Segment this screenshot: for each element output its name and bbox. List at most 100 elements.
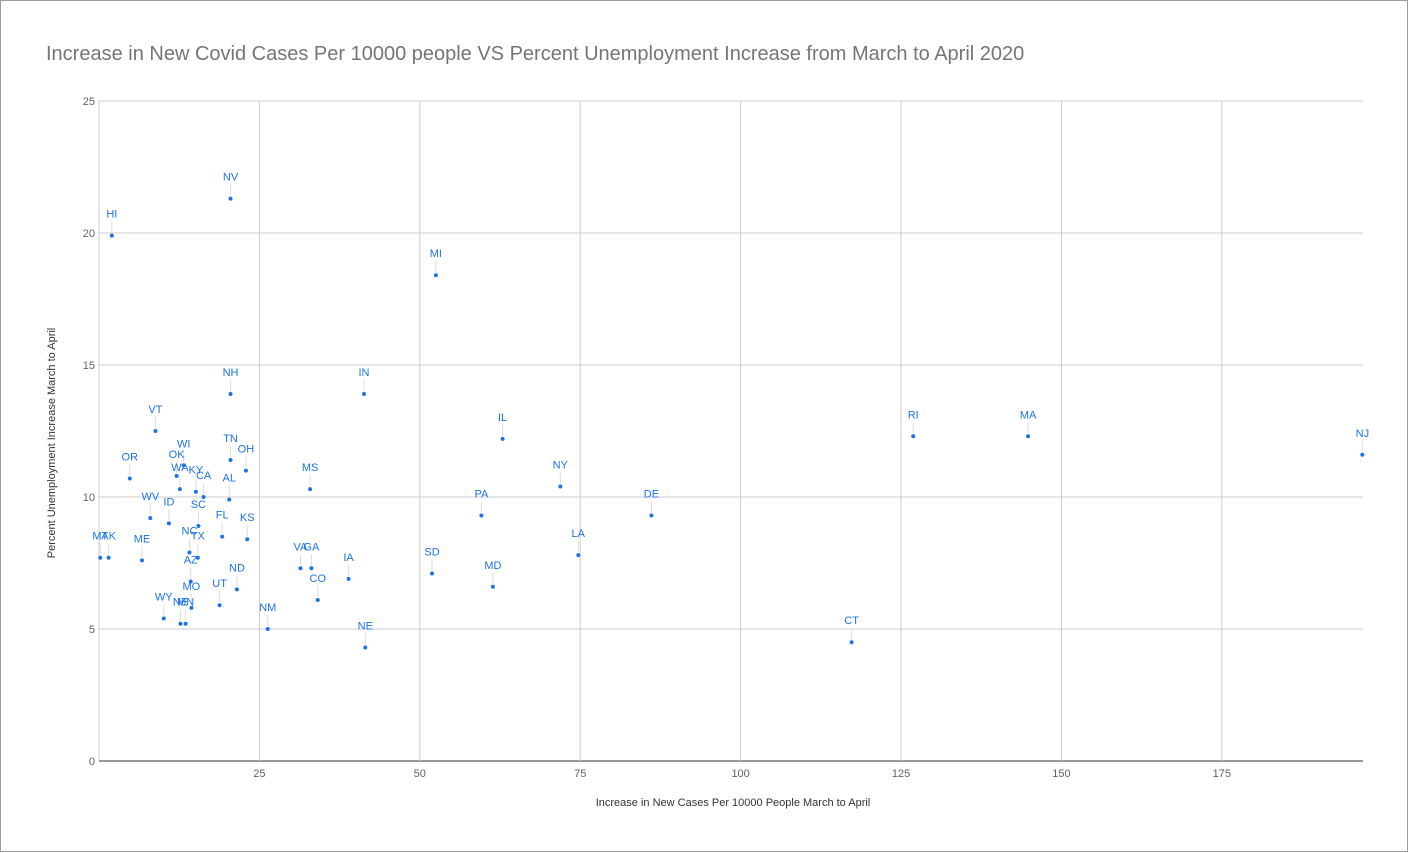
data-label-me: ME	[134, 533, 151, 545]
data-point-vt	[153, 429, 158, 433]
data-label-nc: NC	[182, 525, 198, 537]
data-label-wi: WI	[177, 438, 190, 450]
data-point-ut	[217, 603, 222, 608]
data-point-hi	[109, 233, 114, 238]
data-point-ri	[911, 434, 916, 439]
data-label-mo: MO	[183, 581, 201, 593]
data-label-wv: WV	[141, 491, 159, 503]
data-label-ny: NY	[553, 459, 569, 471]
chart-title: Increase in New Covid Cases Per 10000 pe…	[46, 43, 1025, 65]
data-label-or: OR	[122, 452, 139, 464]
data-label-fl: FL	[216, 510, 229, 522]
data-point-ma	[1026, 434, 1031, 439]
data-label-in: IN	[358, 367, 369, 379]
data-label-ri: RI	[908, 409, 919, 421]
data-point-ky	[193, 489, 198, 494]
data-point-id	[166, 521, 171, 526]
y-tick-label: 20	[83, 228, 95, 240]
data-point-ne	[363, 645, 368, 650]
data-point-md	[490, 584, 495, 589]
data-point-tn	[228, 458, 233, 463]
data-point-ia	[346, 576, 351, 581]
data-point-co	[315, 597, 320, 602]
data-point-wi	[181, 463, 186, 468]
data-label-vt: VT	[148, 404, 162, 416]
y-tick-label: 15	[83, 360, 95, 372]
data-label-va: VA	[294, 541, 309, 553]
tick-labels: 0 5 10 15 20 25 25 50 75 100 125 150 175	[83, 96, 1231, 780]
data-point-il	[500, 436, 505, 441]
data-point-az	[188, 579, 193, 584]
data-label-nh: NH	[223, 367, 239, 379]
data-point-ca	[201, 495, 206, 499]
data-label-mi: MI	[430, 248, 442, 260]
data-label-sc: SC	[191, 499, 206, 511]
data-label-wa: WA	[171, 462, 189, 474]
data-label-ct: CT	[844, 615, 859, 627]
y-tick-label: 5	[89, 624, 95, 636]
data-point-al	[227, 497, 232, 502]
data-label-il: IL	[498, 412, 507, 424]
data-points	[98, 196, 1365, 650]
data-point-mo	[189, 605, 194, 610]
data-label-id: ID	[163, 496, 174, 508]
data-label-tx: TX	[191, 531, 206, 543]
y-tick-label: 25	[83, 96, 95, 108]
data-point-nc	[187, 550, 192, 555]
data-point-wy	[161, 616, 166, 621]
data-point-va	[298, 566, 303, 571]
data-point-me	[139, 558, 144, 563]
data-point-sd	[430, 571, 435, 576]
data-point-nd	[234, 587, 239, 592]
grid-layer	[98, 100, 1363, 762]
data-point-mt	[98, 555, 103, 560]
data-point-tx	[195, 555, 200, 560]
data-label-oh: OH	[238, 444, 255, 456]
x-tick-label: 100	[731, 768, 749, 780]
data-point-la	[576, 553, 581, 558]
data-point-nv	[228, 196, 233, 201]
data-label-ut: UT	[212, 578, 227, 590]
data-point-ms	[308, 487, 313, 492]
x-tick-label: 50	[414, 768, 426, 780]
x-tick-label: 175	[1213, 768, 1231, 780]
data-label-ms: MS	[302, 462, 319, 474]
data-label-hi: HI	[106, 209, 117, 221]
data-point-in	[361, 392, 366, 397]
data-label-tn: TN	[223, 433, 238, 445]
data-point-wa	[177, 487, 182, 492]
data-label-ca: CA	[196, 470, 212, 482]
data-label-nj: NJ	[1356, 428, 1369, 440]
data-point-nj	[1360, 452, 1365, 457]
data-label-ok: OK	[169, 449, 186, 461]
data-label-pa: PA	[474, 488, 489, 500]
data-point-ga	[309, 566, 314, 571]
data-point-mn	[183, 621, 188, 626]
data-label-sd: SD	[424, 547, 439, 559]
x-axis-label: Increase in New Cases Per 10000 People M…	[595, 797, 871, 809]
data-point-nm	[265, 627, 270, 631]
data-label-ky: KY	[189, 465, 204, 477]
data-label-co: CO	[310, 573, 327, 585]
data-label-mn: MN	[177, 597, 194, 609]
data-point-fl	[220, 534, 225, 539]
data-label-ia: IA	[343, 552, 354, 564]
data-label-ak: AK	[101, 531, 116, 543]
data-label-de: DE	[644, 488, 659, 500]
data-point-nh	[228, 392, 233, 397]
data-label-nv: NV	[223, 172, 239, 184]
data-point-de	[649, 513, 654, 518]
x-tick-label: 150	[1052, 768, 1070, 780]
data-point-ne	[178, 621, 183, 626]
x-tick-label: 25	[253, 768, 265, 780]
data-point-ok	[174, 473, 179, 478]
data-label-az: AZ	[184, 554, 198, 566]
data-point-pa	[479, 513, 484, 518]
data-label-ma: MA	[1020, 409, 1037, 421]
data-label-ne: NE	[358, 620, 373, 632]
data-label-ne: NE	[173, 597, 188, 609]
leader-lines	[99, 184, 1363, 645]
data-point-sc	[196, 524, 201, 529]
